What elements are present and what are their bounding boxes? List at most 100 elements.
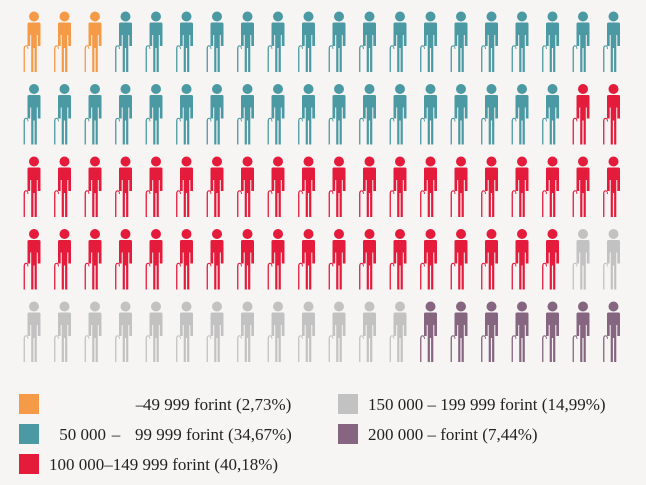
legend-to-4: 199 999 [440,395,496,414]
person-icon-cat3 [359,156,376,217]
legend-swatch-2 [19,424,39,444]
person-icon-cat2 [298,84,315,145]
person-icon-cat5 [481,301,498,362]
legend-item-1: – 49 999 forint (2,73%) [19,393,329,417]
person-icon-cat3 [328,229,346,290]
legend-item-5: 200 000 – forint (7,44%) [338,423,643,447]
legend-pct-4: (14,99%) [541,395,606,414]
person-icon-cat2 [145,11,163,72]
person-icon-cat2 [328,11,346,72]
person-icon-cat3 [450,229,468,290]
legend-dash-1: – [135,395,145,414]
person-icon-cat2 [176,11,193,72]
person-icon-cat3 [603,156,620,217]
person-icon-cat4 [389,301,407,362]
legend-pct-2: (34,67%) [228,425,292,444]
legend-dash-3: – [104,455,113,474]
person-icon-cat4 [23,301,41,362]
person-icon-cat3 [145,229,163,290]
person-icon-cat3 [603,84,620,145]
person-icon-cat3 [542,229,559,290]
person-icon-cat2 [389,11,407,72]
legend-unit-4: forint [499,395,538,414]
person-icon-cat3 [237,156,254,217]
person-icon-cat2 [54,84,71,145]
person-icon-cat3 [359,229,376,290]
person-icon-cat3 [84,229,102,290]
legend-unit-5: forint [440,425,479,444]
person-icon-cat2 [115,11,132,72]
person-icon-cat3 [328,156,346,217]
person-icon-cat2 [267,84,285,145]
person-icon-cat3 [54,156,71,217]
person-icon-cat2 [572,11,590,72]
legend-pct-3: (40,18%) [214,455,279,474]
person-icon-cat4 [237,301,254,362]
person-icon-cat3 [420,156,437,217]
legend-unit-2: forint [186,425,224,444]
person-icon-cat3 [420,229,437,290]
person-icon-cat2 [450,84,468,145]
legend-from-3: 100 000 [49,455,105,474]
person-icon-cat3 [572,84,590,145]
person-icon-cat2 [542,84,559,145]
legend-to-1: 49 999 [143,395,190,414]
person-icon-cat2 [115,84,132,145]
person-icon-cat4 [206,301,224,362]
person-icon-cat2 [328,84,346,145]
legend-range-text-3: 100 000–149 999 forint (40,18%) [49,453,278,477]
legend-to-3: 149 999 [112,455,168,474]
person-icon-cat2 [237,84,254,145]
legend-from-5: 200 000 [368,425,424,444]
person-icon-cat3 [389,156,407,217]
legend-swatch-3 [19,454,39,474]
person-icon-cat2 [206,11,224,72]
person-icon-cat3 [115,156,132,217]
person-icon-cat2 [603,11,620,72]
person-icon-cat3 [176,156,193,217]
person-icon-cat3 [298,229,315,290]
person-icon-cat2 [450,11,468,72]
person-icon-cat3 [23,229,41,290]
person-icon-cat2 [389,84,407,145]
legend-pct-5: (7,44%) [482,425,538,444]
person-icon-cat4 [84,301,102,362]
legend-item-2: 50 000 – 99 999 forint (34,67%) [19,423,329,447]
person-icon-cat4 [572,229,590,290]
person-icon-cat4 [54,301,71,362]
person-icon-cat3 [23,156,41,217]
person-icon-cat5 [511,301,529,362]
person-icon-cat2 [237,11,254,72]
person-icon-cat3 [267,156,285,217]
person-icon-cat3 [511,229,529,290]
person-icon-cat4 [145,301,163,362]
person-icon-cat2 [298,11,315,72]
person-icon-cat3 [145,156,163,217]
person-icon-cat1 [54,11,71,72]
person-icon-cat2 [359,84,376,145]
legend-swatch-4 [338,394,358,414]
person-icon-cat3 [511,156,529,217]
legend-dash-2: – [111,425,121,444]
person-icon-cat4 [603,229,620,290]
person-icon-cat2 [542,11,559,72]
legend-to-2: 99 999 [135,425,182,444]
person-icon-cat2 [267,11,285,72]
legend-range-text-1: 49 999 forint (2,73%) [143,393,291,417]
person-icon-cat4 [328,301,346,362]
legend-item-4: 150 000 – 199 999 forint (14,99%) [338,393,643,417]
person-icon-cat2 [23,84,41,145]
person-icon-cat3 [572,156,590,217]
legend-from-2: 50 000 [59,425,106,444]
person-icon-cat3 [389,229,407,290]
legend-unit-3: forint [172,455,211,474]
legend-range-text-2: 99 999 forint (34,67%) [135,423,292,447]
person-icon-cat4 [115,301,132,362]
person-icon-cat3 [298,156,315,217]
legend-dash-5: – [427,425,437,444]
person-icon-cat3 [206,229,224,290]
legend-range-text-4: 150 000 – 199 999 forint (14,99%) [368,393,606,417]
person-icon-cat3 [450,156,468,217]
person-icon-cat3 [237,229,254,290]
person-icon-cat1 [84,11,102,72]
